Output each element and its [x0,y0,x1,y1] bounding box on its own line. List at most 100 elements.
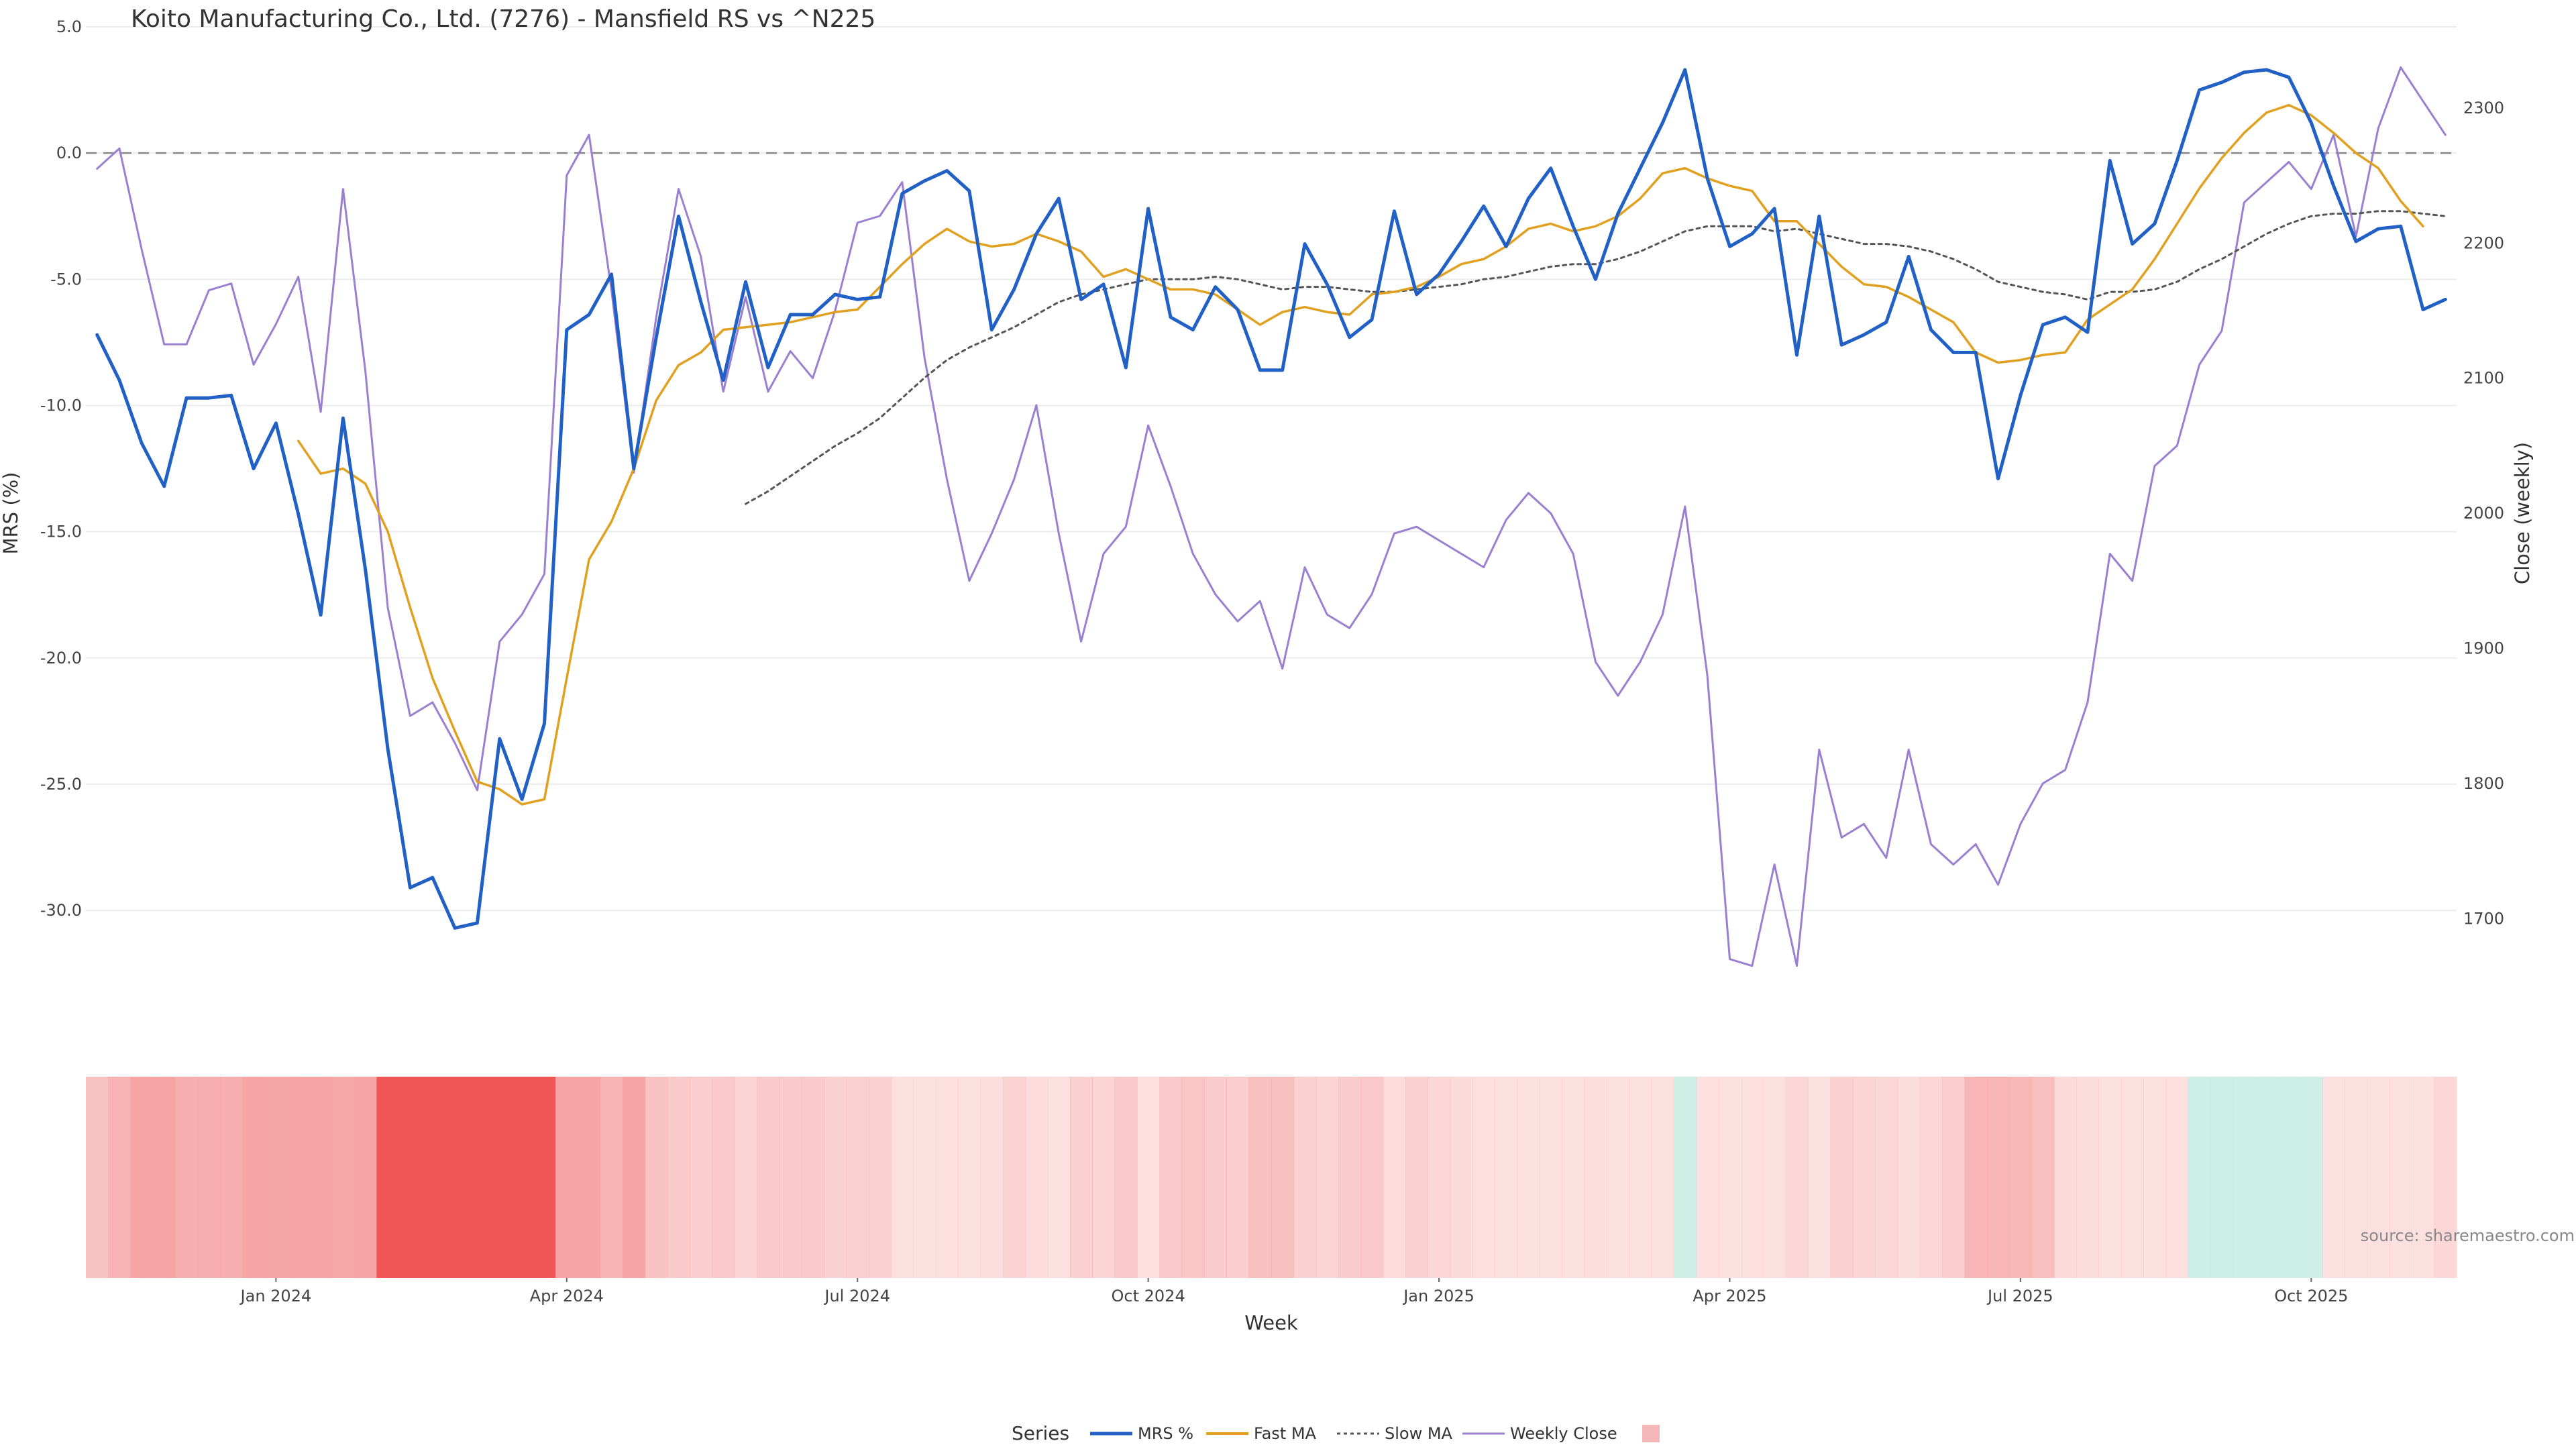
legend-label-fast-ma: Fast MA [1254,1424,1317,1443]
band-cell-32 [801,1077,824,1278]
band-cell-78 [1830,1077,1854,1278]
band-cell-2 [130,1077,154,1278]
band-cell-49 [1181,1077,1205,1278]
y-right-tick-2: 2100 [2463,369,2504,388]
band-cell-101 [2345,1077,2368,1278]
band-cell-102 [2367,1077,2390,1278]
band-cell-10 [309,1077,333,1278]
band-cell-72 [1696,1077,1719,1278]
band-cell-20 [533,1077,556,1278]
x-tick-5: Apr 2025 [1693,1287,1766,1305]
band-cell-17 [466,1077,489,1278]
chart-title: Koito Manufacturing Co., Ltd. (7276) - M… [131,5,875,33]
band-cell-12 [354,1077,378,1278]
y-left-tick-6: -25.0 [40,775,82,794]
x-axis-title: Week [1244,1311,1298,1334]
band-cell-54 [1293,1077,1317,1278]
band-cell-77 [1808,1077,1831,1278]
band-cell-3 [153,1077,176,1278]
band-cell-58 [1383,1077,1406,1278]
band-cell-86 [2009,1077,2033,1278]
series-line-fast-ma [297,103,2424,806]
legend-title: Series [1012,1422,1069,1444]
band-cell-4 [175,1077,199,1278]
band-cell-38 [935,1077,959,1278]
band-cell-83 [1942,1077,1966,1278]
band-cell-41 [1002,1077,1026,1278]
band-cell-9 [287,1077,310,1278]
band-cell-22 [578,1077,601,1278]
x-tick-3: Oct 2024 [1112,1287,1185,1305]
band-cell-19 [511,1077,534,1278]
band-cell-42 [1025,1077,1049,1278]
band-cell-82 [1919,1077,1943,1278]
band-cell-95 [2210,1077,2234,1278]
band-cell-62 [1472,1077,1495,1278]
grid-layer [86,26,2457,912]
source-text: source: sharemaestro.com [2361,1226,2575,1245]
band-cell-39 [958,1077,981,1278]
band-cell-104 [2412,1077,2435,1278]
y-right-tick-1: 2200 [2463,233,2504,252]
y-right-tick-5: 1800 [2463,774,2504,793]
band-cell-99 [2300,1077,2323,1278]
band-cell-16 [443,1077,467,1278]
band-cell-81 [1897,1077,1921,1278]
y-left-tick-7: -30.0 [40,901,82,920]
x-tick-7: Oct 2025 [2274,1287,2348,1305]
band-cell-93 [2165,1077,2189,1278]
y-right-tick-6: 1700 [2463,909,2504,928]
y-left-tick-3: -10.0 [40,396,82,415]
y-left-tick-0: 5.0 [56,17,82,36]
axis-layer: 5.0 0.0 -5.0 -10.0 -15.0 -20.0 -25.0 -30.0 2300 2… [40,17,2504,1305]
band-cell-64 [1517,1077,1540,1278]
band-cell-37 [913,1077,936,1278]
band-cell-5 [197,1077,221,1278]
band-cell-69 [1629,1077,1652,1278]
band-cell-11 [331,1077,355,1278]
band-cell-90 [2098,1077,2122,1278]
band-cell-29 [734,1077,757,1278]
y-right-tick-0: 2300 [2463,99,2504,117]
band-cell-73 [1718,1077,1741,1278]
band-cell-30 [757,1077,780,1278]
y-right-tick-4: 1900 [2463,639,2504,657]
band-cell-48 [1159,1077,1183,1278]
legend-label-slow-ma: Slow MA [1385,1424,1453,1443]
band-cell-45 [1092,1077,1116,1278]
band-cell-67 [1584,1077,1607,1278]
band-layer [86,1077,2457,1278]
band-cell-23 [600,1077,623,1278]
series-layer [95,66,2447,967]
band-cell-59 [1405,1077,1428,1278]
band-cell-18 [488,1077,512,1278]
band-cell-31 [779,1077,802,1278]
y-left-tick-2: -5.0 [50,270,82,288]
legend-label-mrs: MRS % [1138,1424,1193,1443]
x-tick-4: Jan 2025 [1402,1287,1474,1305]
band-cell-36 [891,1077,914,1278]
band-cell-71 [1674,1077,1697,1278]
legend: Series MRS % Fast MA Slow MA Weekly Clos… [1012,1422,1660,1444]
band-cell-13 [376,1077,400,1278]
band-cell-85 [1986,1077,2010,1278]
band-cell-53 [1271,1077,1294,1278]
band-cell-61 [1450,1077,1473,1278]
band-cell-44 [1069,1077,1093,1278]
y-left-tick-1: 0.0 [56,144,82,162]
band-cell-79 [1852,1077,1876,1278]
series-line-slow-ma [745,210,2447,505]
x-tick-1: Apr 2024 [530,1287,604,1305]
band-cell-60 [1428,1077,1451,1278]
y-left-tick-4: -15.0 [40,523,82,541]
band-cell-15 [421,1077,445,1278]
band-cell-0 [86,1077,109,1278]
x-tick-6: Jul 2025 [1986,1287,2053,1305]
band-cell-47 [1136,1077,1160,1278]
band-cell-92 [2143,1077,2167,1278]
band-cell-57 [1360,1077,1384,1278]
band-cell-35 [868,1077,892,1278]
band-cell-1 [108,1077,131,1278]
band-cell-21 [555,1077,579,1278]
y-left-axis-title: MRS (%) [0,472,22,555]
